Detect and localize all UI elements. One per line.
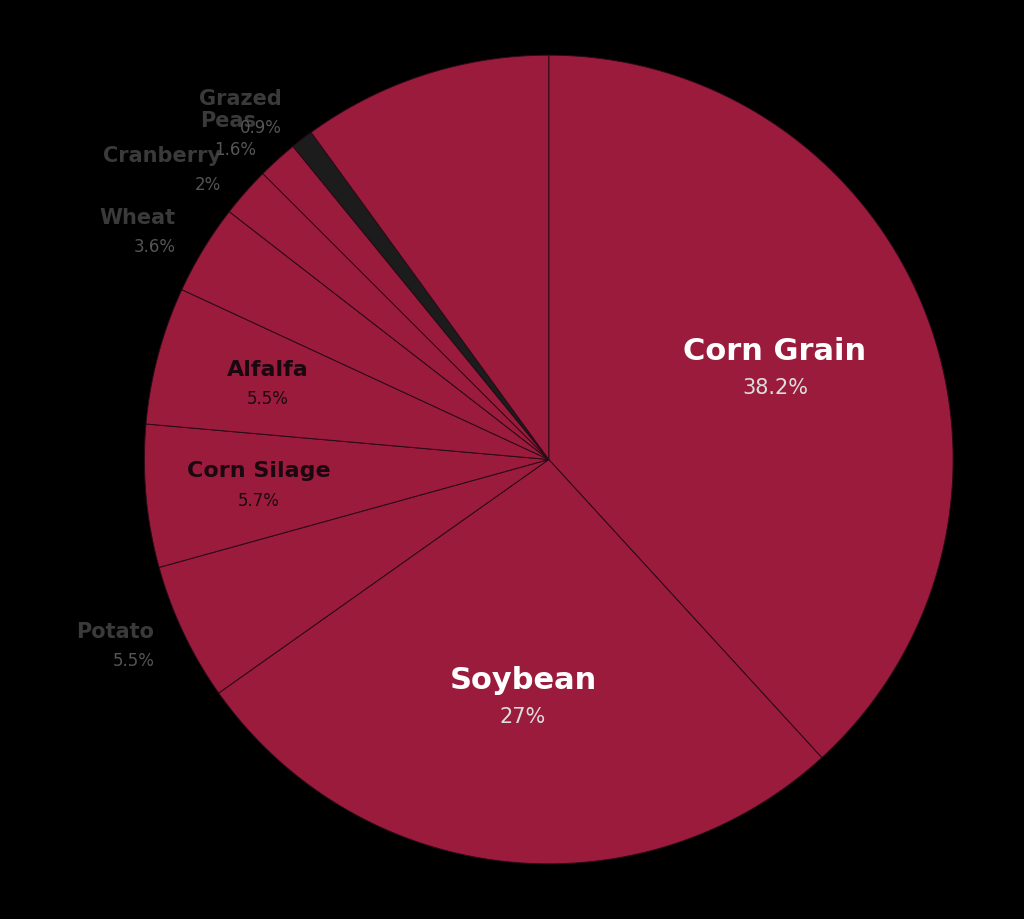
Polygon shape — [159, 460, 549, 693]
Polygon shape — [219, 460, 822, 864]
Text: 0.9%: 0.9% — [241, 119, 283, 137]
Text: 5.7%: 5.7% — [238, 492, 280, 510]
Text: Grazed: Grazed — [200, 89, 283, 108]
Text: Alfalfa: Alfalfa — [226, 359, 308, 380]
Polygon shape — [229, 174, 549, 460]
Text: 38.2%: 38.2% — [742, 378, 808, 398]
Text: Wheat: Wheat — [99, 208, 176, 228]
Text: Potato: Potato — [76, 622, 155, 642]
Text: 3.6%: 3.6% — [134, 238, 176, 256]
Polygon shape — [144, 424, 549, 567]
Polygon shape — [263, 146, 549, 460]
Polygon shape — [549, 55, 953, 758]
Text: Corn Grain: Corn Grain — [683, 337, 866, 366]
Text: Peas: Peas — [200, 111, 256, 130]
Text: Cranberry: Cranberry — [103, 146, 221, 166]
Polygon shape — [182, 211, 549, 460]
Polygon shape — [146, 289, 549, 460]
Polygon shape — [311, 55, 549, 460]
Text: Soybean: Soybean — [450, 666, 597, 695]
Text: 5.5%: 5.5% — [247, 391, 289, 408]
Text: 5.5%: 5.5% — [113, 652, 155, 670]
Text: 1.6%: 1.6% — [214, 142, 256, 159]
Text: 27%: 27% — [500, 708, 546, 727]
Text: Corn Silage: Corn Silage — [187, 461, 331, 482]
Text: 2%: 2% — [195, 176, 221, 195]
Polygon shape — [293, 132, 549, 460]
